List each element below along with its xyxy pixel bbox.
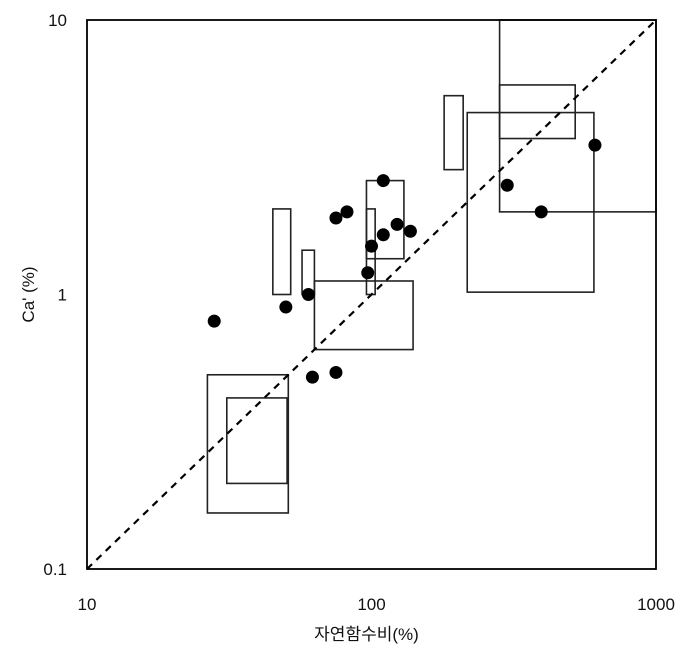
x-tick-label-2: 100 — [357, 595, 385, 614]
y-tick-label-1: 0.1 — [43, 560, 67, 579]
data-point-2 — [279, 300, 293, 314]
data-point-13 — [403, 224, 417, 238]
data-point-11 — [376, 228, 390, 242]
x-tick-label-1: 10 — [78, 595, 97, 614]
data-point-15 — [534, 205, 548, 219]
range-box-8 — [443, 94, 464, 171]
range-box-1 — [206, 373, 290, 514]
y-axis-label: Ca' (%) — [19, 266, 38, 322]
data-point-14 — [500, 178, 514, 192]
y-tick-labels: 0.1 1 10 — [43, 11, 67, 579]
range-box-2 — [225, 397, 288, 485]
data-point-3 — [301, 288, 315, 301]
range-boxes — [206, 19, 657, 514]
range-box-9 — [466, 111, 595, 293]
data-point-1 — [207, 314, 221, 328]
x-axis-label: 자연함수비(%) — [314, 625, 419, 644]
range-box-5 — [313, 280, 414, 351]
data-point-5 — [329, 365, 343, 379]
range-box-4 — [301, 249, 316, 296]
y-tick-label-2: 1 — [58, 286, 67, 305]
x-tick-label-3: 1000 — [637, 595, 675, 614]
data-point-16 — [588, 138, 602, 152]
x-tick-labels: 10 100 1000 — [78, 595, 675, 614]
range-box-11 — [498, 19, 657, 213]
data-point-6 — [329, 211, 343, 225]
range-box-3 — [272, 208, 292, 296]
data-point-10 — [376, 174, 390, 188]
data-point-12 — [390, 217, 404, 231]
data-point-9 — [365, 239, 378, 253]
y-tick-label-3: 10 — [48, 11, 67, 30]
data-point-7 — [340, 205, 354, 219]
range-box-10 — [498, 84, 577, 140]
plot-area-frame — [86, 19, 657, 570]
data-points — [207, 138, 602, 384]
reference-line-dashed — [86, 19, 657, 570]
data-point-4 — [305, 370, 319, 384]
data-point-8 — [361, 266, 375, 280]
